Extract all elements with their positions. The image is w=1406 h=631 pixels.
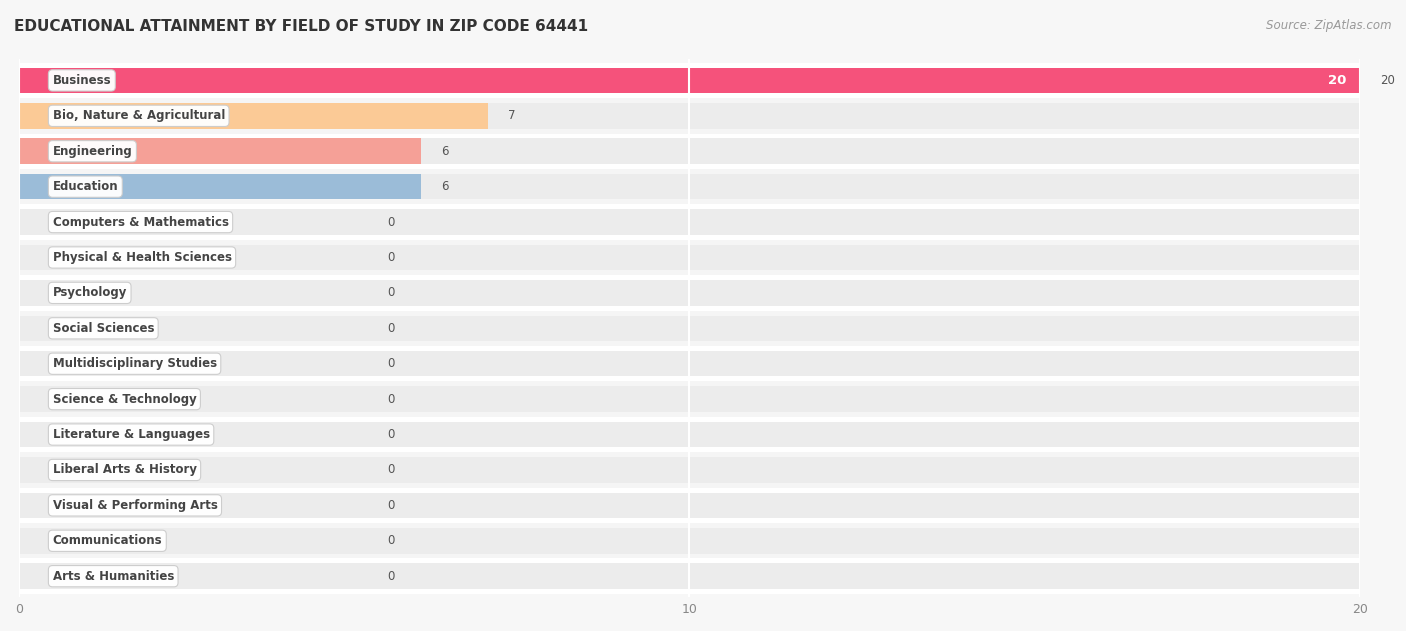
Bar xyxy=(20,134,1360,169)
Bar xyxy=(20,138,1360,164)
Text: Business: Business xyxy=(52,74,111,87)
Text: Psychology: Psychology xyxy=(52,286,127,299)
Text: 0: 0 xyxy=(388,286,395,299)
Text: 0: 0 xyxy=(388,357,395,370)
Bar xyxy=(20,452,1360,488)
Bar xyxy=(20,386,1360,412)
Text: Social Sciences: Social Sciences xyxy=(52,322,155,335)
Text: Education: Education xyxy=(52,180,118,193)
Bar xyxy=(20,103,1360,129)
Bar xyxy=(20,351,1360,377)
Text: EDUCATIONAL ATTAINMENT BY FIELD OF STUDY IN ZIP CODE 64441: EDUCATIONAL ATTAINMENT BY FIELD OF STUDY… xyxy=(14,19,588,34)
Bar xyxy=(20,240,1360,275)
Text: Physical & Health Sciences: Physical & Health Sciences xyxy=(52,251,232,264)
Text: 0: 0 xyxy=(388,534,395,547)
Bar xyxy=(20,381,1360,417)
Bar xyxy=(20,174,422,199)
Bar xyxy=(20,103,488,129)
Text: 6: 6 xyxy=(441,144,449,158)
Text: 0: 0 xyxy=(388,251,395,264)
Text: Bio, Nature & Agricultural: Bio, Nature & Agricultural xyxy=(52,109,225,122)
Text: 0: 0 xyxy=(388,322,395,335)
Text: Science & Technology: Science & Technology xyxy=(52,392,197,406)
Text: 0: 0 xyxy=(388,570,395,582)
Bar xyxy=(20,169,1360,204)
Bar xyxy=(20,98,1360,134)
Bar xyxy=(20,558,1360,594)
Bar xyxy=(20,275,1360,310)
Bar xyxy=(20,280,1360,305)
Text: 0: 0 xyxy=(388,216,395,228)
Text: 20: 20 xyxy=(1379,74,1395,87)
Text: Engineering: Engineering xyxy=(52,144,132,158)
Text: Literature & Languages: Literature & Languages xyxy=(52,428,209,441)
Text: 0: 0 xyxy=(388,463,395,476)
Bar xyxy=(20,68,1360,93)
Bar xyxy=(20,417,1360,452)
Text: Visual & Performing Arts: Visual & Performing Arts xyxy=(52,499,218,512)
Text: 7: 7 xyxy=(509,109,516,122)
Text: Liberal Arts & History: Liberal Arts & History xyxy=(52,463,197,476)
Bar xyxy=(20,174,1360,199)
Bar xyxy=(20,245,1360,270)
Text: 0: 0 xyxy=(388,499,395,512)
Bar xyxy=(20,488,1360,523)
Text: 0: 0 xyxy=(388,428,395,441)
Bar xyxy=(20,563,1360,589)
Bar xyxy=(20,457,1360,483)
Bar xyxy=(20,62,1360,98)
Bar xyxy=(20,310,1360,346)
Bar xyxy=(20,209,1360,235)
Bar xyxy=(20,523,1360,558)
Text: Computers & Mathematics: Computers & Mathematics xyxy=(52,216,229,228)
Bar xyxy=(20,528,1360,553)
Bar xyxy=(20,422,1360,447)
Text: 20: 20 xyxy=(1329,74,1347,87)
Text: Source: ZipAtlas.com: Source: ZipAtlas.com xyxy=(1267,19,1392,32)
Text: Communications: Communications xyxy=(52,534,162,547)
Text: 0: 0 xyxy=(388,392,395,406)
Bar xyxy=(20,346,1360,381)
Bar xyxy=(20,493,1360,518)
Bar xyxy=(20,68,1360,93)
Text: 6: 6 xyxy=(441,180,449,193)
Text: Multidisciplinary Studies: Multidisciplinary Studies xyxy=(52,357,217,370)
Text: Arts & Humanities: Arts & Humanities xyxy=(52,570,174,582)
Bar xyxy=(20,204,1360,240)
Bar xyxy=(20,316,1360,341)
Bar xyxy=(20,138,422,164)
